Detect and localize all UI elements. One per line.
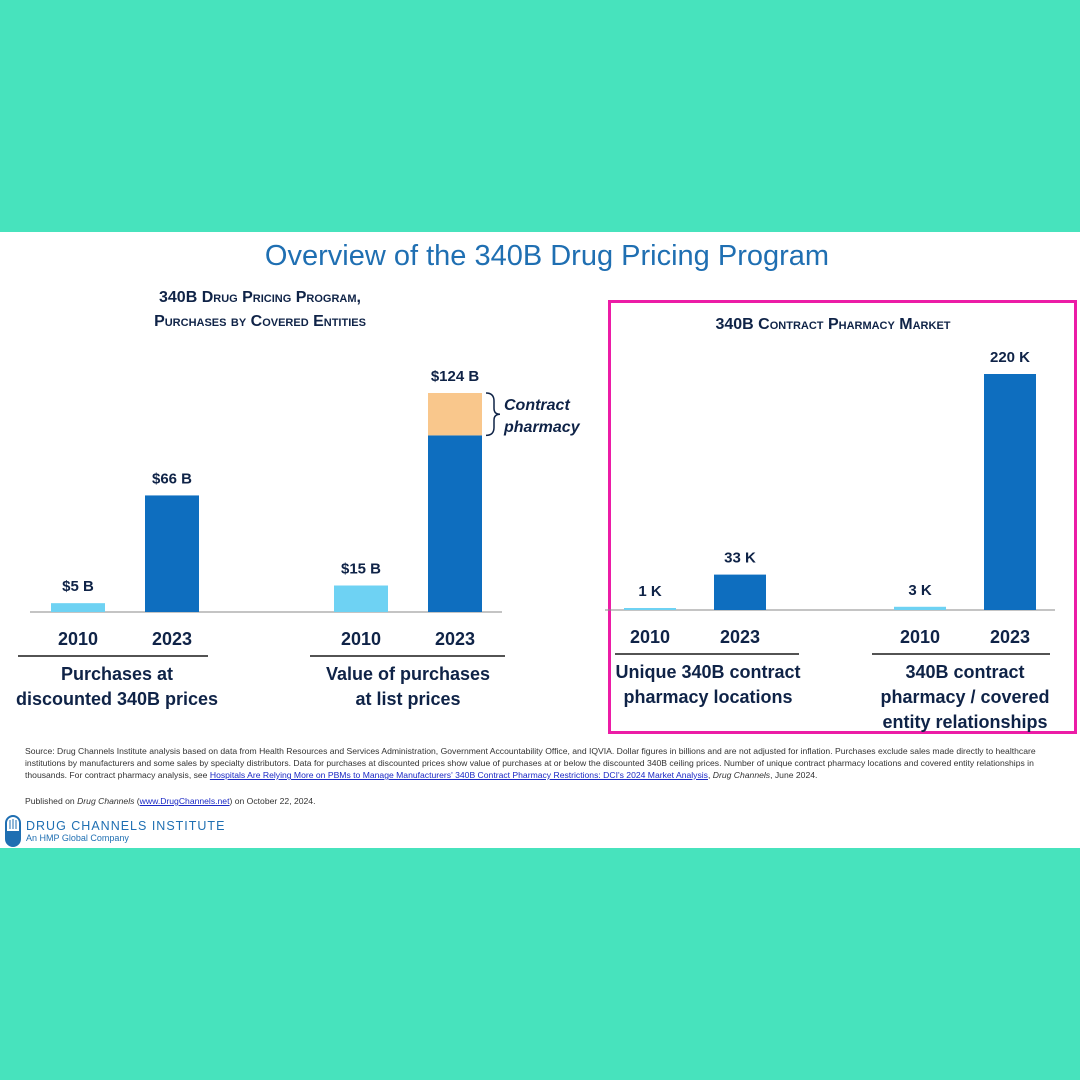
published-suffix: ) on October 22, 2024. — [229, 796, 316, 806]
group-label: Value of purchases — [326, 664, 490, 684]
tick-label: 2010 — [58, 629, 98, 649]
logo-tagline: An HMP Global Company — [26, 832, 129, 843]
data-label: $5 B — [62, 578, 94, 595]
left-chart-subtitle: 340B Drug Pricing Program, Purchases by … — [60, 286, 460, 334]
data-label: $124 B — [431, 368, 480, 385]
bar — [894, 606, 946, 610]
bar — [624, 608, 676, 610]
pill-capsule-icon — [5, 815, 21, 847]
source-note: Source: Drug Channels Institute analysis… — [25, 746, 1036, 780]
logo-name: DRUG CHANNELS INSTITUTE — [26, 818, 226, 833]
left-chart-subtitle-line2: Purchases by Covered Entities — [154, 313, 366, 330]
tick-label: 2023 — [435, 629, 475, 649]
tick-label: 2023 — [152, 629, 192, 649]
annotation-brace — [485, 392, 501, 437]
tick-label: 2010 — [630, 627, 670, 647]
group-label: pharmacy / covered — [880, 687, 1049, 707]
published-prefix: Published on — [25, 796, 78, 806]
bar — [334, 585, 388, 612]
highlight-box — [608, 300, 1077, 734]
group-label: Unique 340B contract — [615, 662, 800, 682]
group-label: discounted 340B prices — [16, 689, 218, 709]
annotation-label: Contract — [504, 397, 570, 414]
published-link[interactable]: www.DrugChannels.net — [139, 796, 230, 806]
bar — [145, 495, 199, 612]
left-chart-subtitle-line1: 340B Drug Pricing Program, — [159, 289, 361, 306]
group-label: entity relationships — [882, 712, 1047, 732]
data-label: $66 B — [152, 470, 192, 487]
data-label: 33 K — [724, 550, 756, 567]
data-label: 3 K — [908, 582, 932, 599]
page-title: Overview of the 340B Drug Pricing Progra… — [264, 240, 830, 272]
bar-segment — [428, 435, 482, 612]
source-publication: Drug Channels — [712, 770, 771, 780]
source-text: Source: Drug Channels Institute analysis… — [25, 746, 1036, 780]
bar — [51, 603, 105, 612]
bar-charts: $5 B 2010 $66 B 2023 Purchases at discounted … — [16, 349, 1055, 732]
published-note: Published on Drug Channels (www.DrugChan… — [25, 796, 316, 806]
source-link[interactable]: Hospitals Are Relying More on PBMs to Ma… — [209, 770, 708, 780]
tick-label: 2010 — [341, 629, 381, 649]
data-label: 1 K — [638, 583, 662, 600]
group-label: Purchases at — [61, 664, 173, 684]
tick-label: 2023 — [990, 627, 1030, 647]
published-publication: Drug Channels — [77, 796, 135, 806]
source-date: , June 2024. — [770, 770, 818, 780]
tick-label: 2023 — [720, 627, 760, 647]
bar-segment — [428, 393, 482, 436]
logo: DRUG CHANNELS INSTITUTE An HMP Global Co… — [0, 814, 225, 848]
data-label: $15 B — [341, 561, 381, 578]
data-label: 220 K — [990, 349, 1030, 366]
right-chart-subtitle: 340B Contract Pharmacy Market — [715, 316, 951, 333]
group-label: 340B contract — [905, 662, 1024, 682]
annotation-label: pharmacy — [503, 419, 581, 436]
group-label: at list prices — [355, 689, 460, 709]
group-label: pharmacy locations — [623, 687, 792, 707]
bar — [984, 374, 1036, 610]
bar — [714, 574, 766, 610]
tick-label: 2010 — [900, 627, 940, 647]
